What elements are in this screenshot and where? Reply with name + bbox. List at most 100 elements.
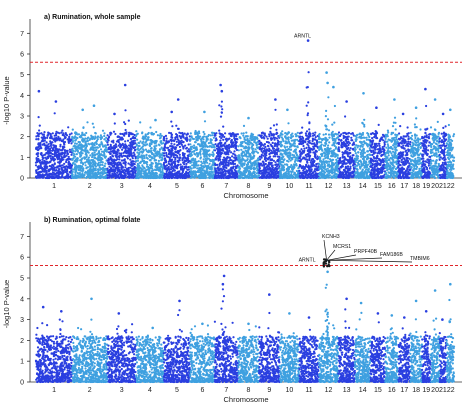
- snp-point: [320, 167, 323, 170]
- snp-point: [278, 176, 281, 180]
- snp-point: [53, 162, 56, 165]
- snp-point: [146, 172, 149, 175]
- snp-point: [103, 134, 106, 138]
- snp-point: [127, 162, 130, 165]
- snp-point: [113, 171, 116, 174]
- snp-point: [80, 161, 83, 164]
- snp-point: [49, 155, 52, 158]
- snp-point: [85, 158, 89, 161]
- snp-point: [251, 163, 254, 166]
- snp-point: [115, 140, 119, 143]
- snp-point: [133, 163, 136, 166]
- snp-point: [37, 133, 40, 136]
- snp-point: [310, 172, 313, 175]
- snp-point: [304, 140, 307, 143]
- snp-point: [270, 134, 273, 137]
- snp-point: [243, 176, 246, 179]
- snp-point: [152, 173, 155, 176]
- snp-point: [88, 143, 91, 146]
- snp-point: [276, 159, 279, 162]
- snp-point: [68, 171, 71, 174]
- snp-point: [142, 140, 145, 143]
- snp-point: [174, 166, 177, 169]
- snp-point: [85, 145, 88, 148]
- snp-point: [194, 160, 197, 163]
- snp-point: [120, 152, 123, 155]
- snp-point: [124, 160, 127, 163]
- snp-point: [115, 156, 118, 159]
- snp-point: [84, 150, 87, 153]
- snp-point: [112, 141, 115, 144]
- snp-point: [178, 145, 181, 148]
- snp-point: [39, 174, 42, 177]
- snp-point: [62, 132, 65, 135]
- snp-point: [128, 149, 131, 152]
- snp-point: [273, 175, 276, 178]
- snp-point: [275, 168, 278, 171]
- snp-point: [311, 134, 315, 137]
- snp-point: [321, 169, 324, 173]
- snp-point: [71, 158, 74, 161]
- snp-point: [236, 138, 239, 141]
- snp-point: [114, 154, 117, 157]
- snp-point: [314, 131, 317, 134]
- snp-point: [49, 144, 52, 147]
- snp-point: [120, 163, 123, 166]
- snp-point: [194, 141, 197, 144]
- snp-point: [49, 151, 53, 155]
- snp-point: [248, 170, 251, 173]
- snp-point: [121, 166, 124, 169]
- snp-point: [283, 158, 286, 161]
- snp-point: [250, 132, 253, 135]
- snp-point: [291, 176, 294, 179]
- snp-point: [49, 147, 52, 150]
- snp-point: [207, 172, 210, 175]
- snp-point: [208, 149, 211, 152]
- snp-point: [40, 170, 43, 173]
- snp-point: [146, 143, 149, 146]
- snp-point: [173, 147, 176, 150]
- snp-point: [260, 150, 263, 153]
- snp-point: [63, 162, 66, 165]
- snp-point: [149, 150, 152, 153]
- snp-point: [284, 146, 287, 149]
- snp-point: [268, 153, 271, 156]
- snp-point: [167, 162, 170, 165]
- snp-point: [141, 157, 144, 160]
- snp-point: [166, 176, 169, 180]
- snp-point: [143, 166, 146, 169]
- snp-point: [71, 136, 74, 140]
- snp-point: [236, 133, 239, 136]
- snp-point: [71, 168, 74, 171]
- snp-point: [206, 138, 209, 141]
- snp-point: [80, 135, 83, 138]
- snp-point: [331, 154, 334, 157]
- snp-point: [310, 165, 313, 168]
- snp-point: [87, 156, 90, 159]
- snp-point: [134, 170, 137, 173]
- snp-point: [197, 171, 200, 174]
- snp-point: [89, 172, 92, 176]
- snp-point: [185, 162, 188, 165]
- snp-point: [90, 134, 93, 137]
- snp-point: [53, 154, 56, 158]
- snp-point: [113, 158, 116, 161]
- snp-point: [322, 133, 325, 136]
- snp-point: [238, 161, 241, 164]
- snp-point: [147, 176, 150, 180]
- snp-point: [71, 170, 74, 173]
- snp-point: [273, 168, 276, 171]
- snp-point: [97, 161, 100, 165]
- snp-point: [203, 132, 206, 136]
- y-tick-label: 1: [20, 155, 24, 162]
- snp-point: [171, 169, 174, 173]
- snp-point: [199, 157, 202, 160]
- snp-point: [145, 176, 148, 179]
- snp-point: [213, 132, 217, 136]
- snp-point: [319, 153, 323, 156]
- snp-point: [312, 132, 315, 135]
- snp-point: [330, 175, 334, 178]
- snp-point: [122, 154, 125, 157]
- snp-point: [192, 164, 196, 167]
- snp-point: [274, 161, 277, 164]
